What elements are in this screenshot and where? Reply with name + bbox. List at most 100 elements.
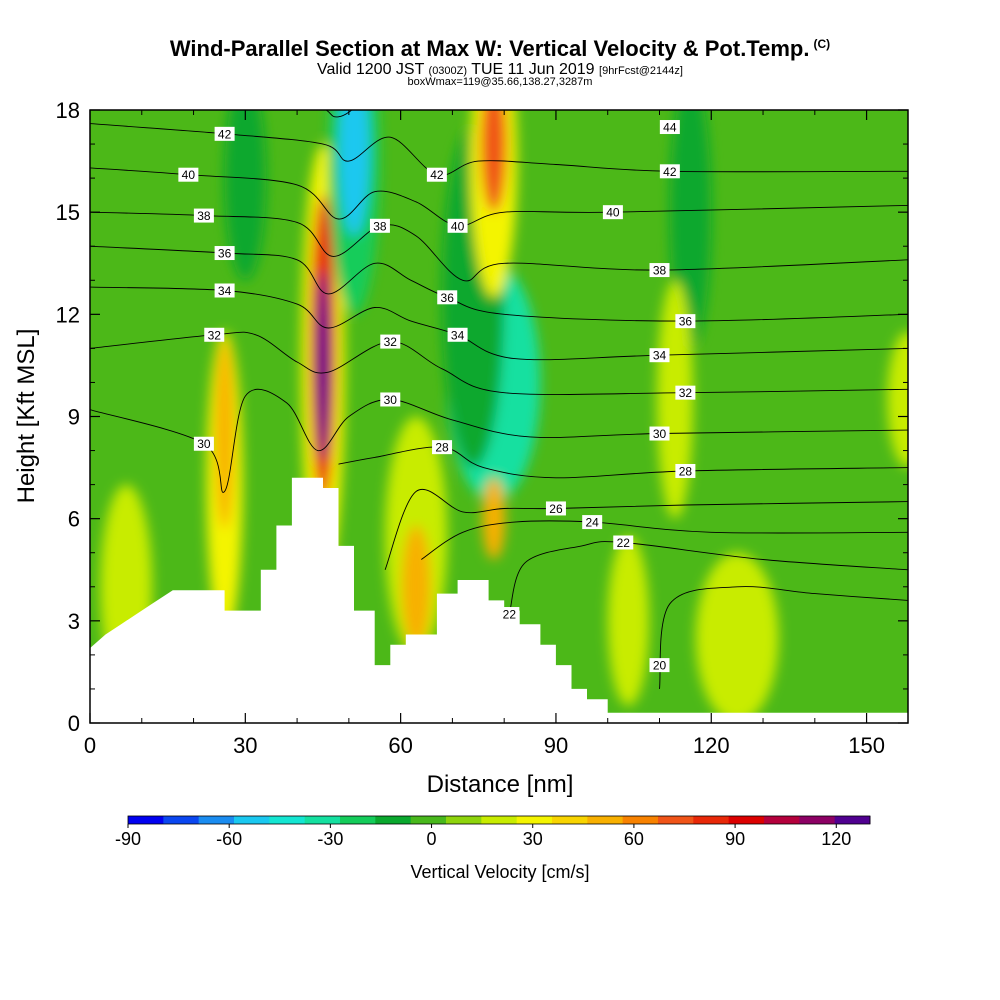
velocity-cell xyxy=(215,338,234,529)
theta-label: 42 xyxy=(214,126,235,141)
theta-label-box xyxy=(432,440,453,455)
velocity-cell xyxy=(224,110,267,281)
valid-date: TUE 11 Jun 2019 xyxy=(471,61,595,78)
valid-time-line: Valid 1200 JST (0300Z) TUE 11 Jun 2019 [… xyxy=(0,61,1000,79)
x-tick-label: 0 xyxy=(84,733,96,758)
velocity-cells xyxy=(100,110,908,723)
chart-title-main: Wind-Parallel Section at Max W: Vertical… xyxy=(169,36,810,61)
colorbar: -90 -60 -30 0 30 60 90 120 xyxy=(115,815,871,849)
theta-label-text: 22 xyxy=(503,608,517,622)
theta-label-box xyxy=(659,120,680,135)
colorbar-swatch xyxy=(799,816,836,824)
theta-label-text: 40 xyxy=(606,206,620,220)
colorbar-swatch xyxy=(516,816,553,824)
y-axis-label: Height [Kft MSL] xyxy=(13,329,40,504)
y-tick-label: 0 xyxy=(68,711,80,736)
velocity-cell xyxy=(338,110,370,236)
theta-label-text: 24 xyxy=(586,516,600,530)
valid-utc: (0300Z) xyxy=(428,65,468,77)
theta-label-box xyxy=(649,348,670,363)
theta-contour-line xyxy=(384,489,908,570)
colorbar-swatch xyxy=(552,816,588,824)
theta-label-box xyxy=(369,218,390,233)
colorbar-swatch xyxy=(340,816,376,824)
theta-label-text: 36 xyxy=(679,315,693,329)
colorbar-swatch xyxy=(375,816,412,824)
theta-label-box xyxy=(426,167,447,182)
theta-label: 32 xyxy=(204,327,225,342)
theta-label: 40 xyxy=(447,218,468,233)
theta-label-box xyxy=(214,246,235,261)
x-axis-label: Distance [nm] xyxy=(427,771,574,798)
colorbar-tick-label: 120 xyxy=(821,829,851,849)
theta-label: 38 xyxy=(369,218,390,233)
theta-label-text: 28 xyxy=(435,441,449,455)
theta-label: 34 xyxy=(447,327,468,342)
theta-label: 28 xyxy=(675,463,696,478)
x-tick-label: 30 xyxy=(233,733,257,758)
theta-label-box xyxy=(675,314,696,329)
theta-label-text: 36 xyxy=(441,291,455,305)
theta-label-box xyxy=(447,327,468,342)
velocity-cell xyxy=(480,110,507,213)
theta-label-box xyxy=(649,658,670,673)
velocity-cell xyxy=(656,280,694,519)
theta-label-text: 26 xyxy=(549,502,563,516)
theta-label-text: 30 xyxy=(384,393,398,407)
theta-label-text: 32 xyxy=(384,335,398,349)
theta-label-box xyxy=(178,167,199,182)
theta-label-text: 20 xyxy=(653,659,667,673)
colorbar-frame xyxy=(127,815,871,825)
theta-label-text: 32 xyxy=(208,328,222,342)
x-tick-label: 60 xyxy=(388,733,412,758)
y-tick-label: 3 xyxy=(68,609,80,634)
theta-contour-labels: 42 40 38 36 34 32 30 38 32 30 42 40 36 34 28 44 42 40 38 36… xyxy=(178,120,696,673)
theta-label-text: 38 xyxy=(373,219,387,233)
theta-label-text: 22 xyxy=(617,536,631,550)
theta-label: 20 xyxy=(649,658,670,673)
colorbar-tick-label: 90 xyxy=(725,829,745,849)
x-tick-label: 120 xyxy=(693,733,730,758)
chart-title: Wind-Parallel Section at Max W: Vertical… xyxy=(0,36,1000,62)
theta-label-box xyxy=(214,283,235,298)
colorbar-tick-label: -60 xyxy=(216,829,242,849)
colorbar-swatch xyxy=(587,816,624,824)
theta-label-box xyxy=(545,501,566,516)
x-tick-label: 90 xyxy=(544,733,568,758)
colorbar-swatch xyxy=(304,816,341,824)
theta-label-box xyxy=(204,327,225,342)
theta-label-text: 42 xyxy=(430,168,444,182)
theta-label: 26 xyxy=(545,501,566,516)
theta-contour-line xyxy=(338,446,908,479)
x-tick-label: 150 xyxy=(848,733,885,758)
forecast-info: [9hrFcst@2144z] xyxy=(599,65,683,77)
theta-label-box xyxy=(582,515,603,530)
y-tick-label: 12 xyxy=(56,302,80,327)
theta-label: 22 xyxy=(613,535,634,550)
colorbar-swatch xyxy=(834,816,871,824)
colorbar-tick-label: 60 xyxy=(624,829,644,849)
colorbar-swatch xyxy=(410,816,447,824)
colorbar-tick-label: -90 xyxy=(115,829,141,849)
theta-label-box xyxy=(447,218,468,233)
theta-contour-line xyxy=(90,167,908,227)
colorbar-swatch xyxy=(234,816,270,824)
theta-label-text: 42 xyxy=(218,127,232,141)
theta-label: 32 xyxy=(675,385,696,400)
theta-label-text: 42 xyxy=(663,165,677,179)
theta-label: 34 xyxy=(214,283,235,298)
theta-label-text: 34 xyxy=(218,284,232,298)
theta-label-text: 32 xyxy=(679,386,693,400)
theta-label: 24 xyxy=(582,515,603,530)
theta-label: 36 xyxy=(214,246,235,261)
theta-label-box xyxy=(675,463,696,478)
colorbar-swatch xyxy=(693,816,730,824)
theta-label-text: 34 xyxy=(451,328,465,342)
theta-label: 42 xyxy=(426,167,447,182)
theta-label: 36 xyxy=(437,290,458,305)
theta-label: 30 xyxy=(380,392,401,407)
theta-label-box xyxy=(193,436,214,451)
theta-label: 30 xyxy=(649,426,670,441)
